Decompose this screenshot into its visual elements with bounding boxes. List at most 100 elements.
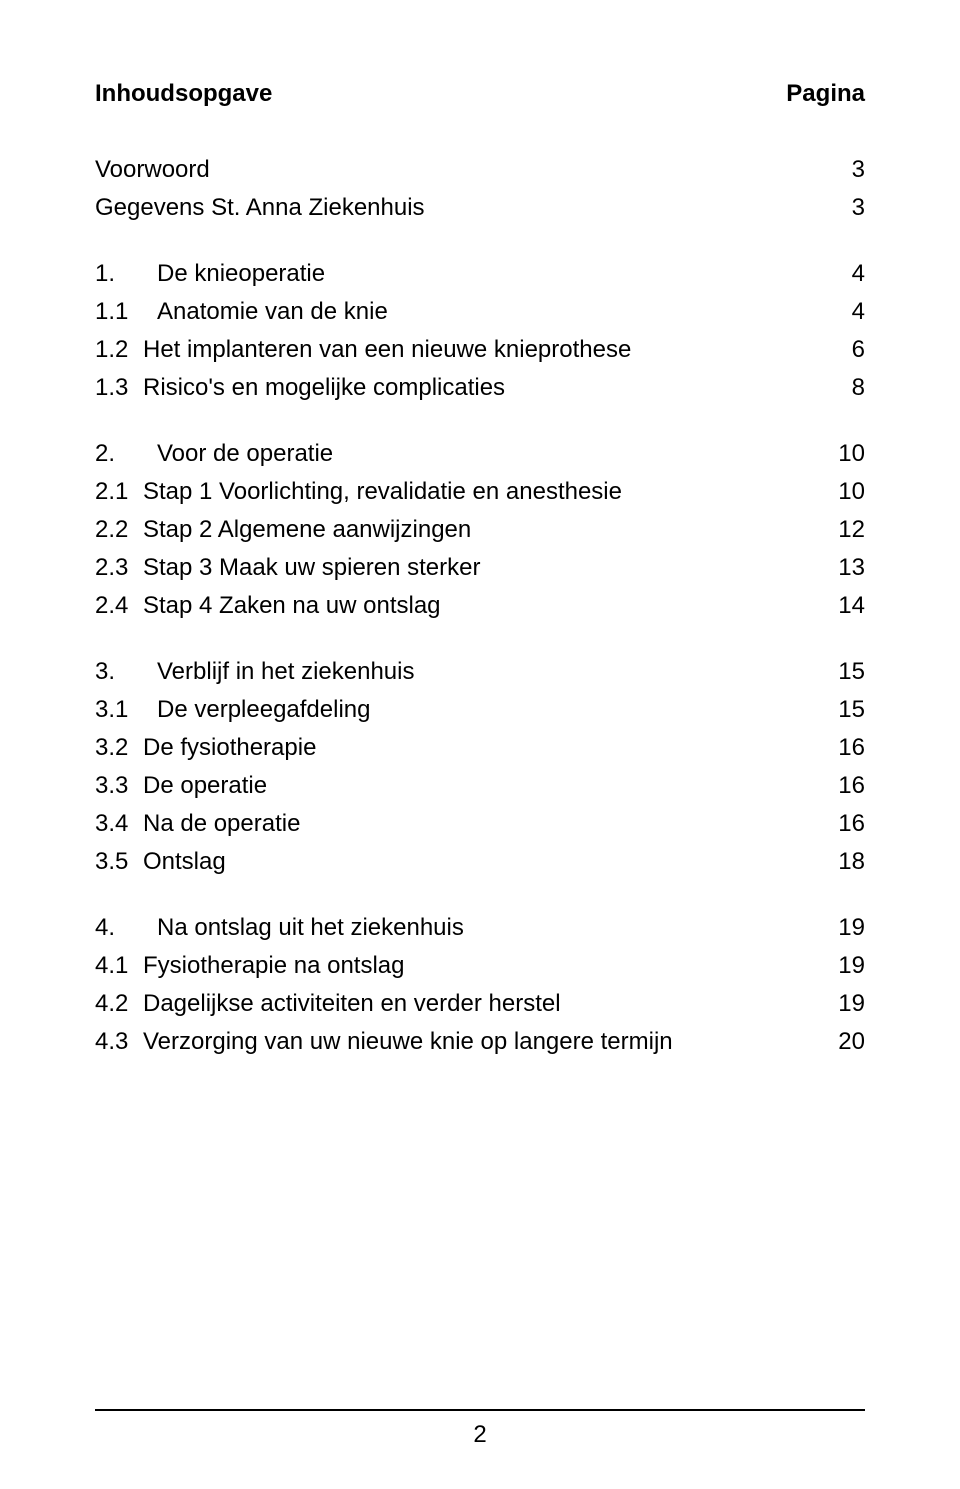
toc-item-page: 14 <box>838 592 865 620</box>
toc-item-num: 2.3 <box>95 554 143 582</box>
toc-item-num: 3.3 <box>95 772 143 800</box>
toc-item-page: 18 <box>838 848 865 876</box>
toc-item-num: 1.3 <box>95 374 143 402</box>
toc-section-row: 3.Verblijf in het ziekenhuis 15 <box>95 658 865 686</box>
toc-item-num: 3.5 <box>95 848 143 876</box>
toc-section-row: 4.Na ontslag uit het ziekenhuis 19 <box>95 914 865 942</box>
toc-item-label: 2.4Stap 4 Zaken na uw ontslag <box>95 592 441 620</box>
toc-item-text: Dagelijkse activiteiten en verder herste… <box>143 990 561 1017</box>
toc-section-text: De knieoperatie <box>157 260 325 287</box>
toc-item-num: 4.3 <box>95 1028 143 1056</box>
toc-item-num: 4.1 <box>95 952 143 980</box>
toc-item-label: 4.1Fysiotherapie na ontslag <box>95 952 405 980</box>
toc-item-row: 3.4Na de operatie 16 <box>95 810 865 838</box>
toc-section-text: Verblijf in het ziekenhuis <box>157 658 414 685</box>
toc-item-page: 16 <box>838 772 865 800</box>
toc-item-page: 19 <box>838 952 865 980</box>
toc-section-num: 4. <box>95 914 157 942</box>
toc-item-num: 3.1 <box>95 696 157 724</box>
toc-section-num: 3. <box>95 658 157 686</box>
footer-divider <box>95 1409 865 1411</box>
toc-item-page: 20 <box>838 1028 865 1056</box>
toc-item-page: 16 <box>838 810 865 838</box>
toc-section-page: 4 <box>852 260 865 288</box>
toc-item-row: 1.3Risico's en mogelijke complicaties 8 <box>95 374 865 402</box>
toc-item-row: 2.3Stap 3 Maak uw spieren sterker 13 <box>95 554 865 582</box>
toc-item-page: 8 <box>852 374 865 402</box>
toc-item-label: 2.3Stap 3 Maak uw spieren sterker <box>95 554 481 582</box>
toc-section-page: 19 <box>838 914 865 942</box>
toc-item-row: 3.1De verpleegafdeling 15 <box>95 696 865 724</box>
toc-front-label: Voorwoord <box>95 156 210 184</box>
toc-front-label: Gegevens St. Anna Ziekenhuis <box>95 194 425 222</box>
toc-item-row: 3.2De fysiotherapie 16 <box>95 734 865 762</box>
toc-page-heading: Pagina <box>786 80 865 108</box>
toc-item-text: Anatomie van de knie <box>157 298 388 325</box>
toc-item-label: 3.1De verpleegafdeling <box>95 696 370 724</box>
toc-item-label: 2.1Stap 1 Voorlichting, revalidatie en a… <box>95 478 622 506</box>
toc-item-row: 4.2Dagelijkse activiteiten en verder her… <box>95 990 865 1018</box>
toc-item-num: 2.4 <box>95 592 143 620</box>
toc-title: Inhoudsopgave <box>95 80 272 108</box>
toc-item-page: 4 <box>852 298 865 326</box>
toc-section-row: 2.Voor de operatie 10 <box>95 440 865 468</box>
toc-section-text: Voor de operatie <box>157 440 333 467</box>
toc-item-label: 4.2Dagelijkse activiteiten en verder her… <box>95 990 561 1018</box>
toc-content: Inhoudsopgave Pagina Voorwoord 3 Gegeven… <box>95 80 865 1395</box>
toc-item-label: 1.1Anatomie van de knie <box>95 298 388 326</box>
toc-item-text: De verpleegafdeling <box>157 696 370 723</box>
toc-item-text: Stap 1 Voorlichting, revalidatie en anes… <box>143 478 622 505</box>
toc-item-page: 16 <box>838 734 865 762</box>
toc-item-label: 3.3De operatie <box>95 772 267 800</box>
toc-item-text: Stap 3 Maak uw spieren sterker <box>143 554 481 581</box>
toc-section-page: 10 <box>838 440 865 468</box>
toc-item-label: 4.3Verzorging van uw nieuwe knie op lang… <box>95 1028 673 1056</box>
toc-item-row: 1.1Anatomie van de knie 4 <box>95 298 865 326</box>
toc-item-page: 13 <box>838 554 865 582</box>
toc-item-page: 6 <box>852 336 865 364</box>
toc-section-num: 2. <box>95 440 157 468</box>
toc-item-page: 15 <box>838 696 865 724</box>
toc-item-num: 3.2 <box>95 734 143 762</box>
toc-item-text: Risico's en mogelijke complicaties <box>143 374 505 401</box>
toc-front-page: 3 <box>852 156 865 184</box>
toc-front-page: 3 <box>852 194 865 222</box>
toc-item-text: De fysiotherapie <box>143 734 316 761</box>
toc-item-row: 2.2Stap 2 Algemene aanwijzingen 12 <box>95 516 865 544</box>
toc-item-label: 3.2De fysiotherapie <box>95 734 316 762</box>
toc-section-label: 3.Verblijf in het ziekenhuis <box>95 658 414 686</box>
document-page: Inhoudsopgave Pagina Voorwoord 3 Gegeven… <box>0 0 960 1489</box>
toc-item-label: 2.2Stap 2 Algemene aanwijzingen <box>95 516 471 544</box>
page-number: 2 <box>95 1421 865 1449</box>
toc-item-num: 2.1 <box>95 478 143 506</box>
toc-item-text: De operatie <box>143 772 267 799</box>
toc-item-num: 4.2 <box>95 990 143 1018</box>
toc-item-row: 2.4Stap 4 Zaken na uw ontslag 14 <box>95 592 865 620</box>
toc-section-num: 1. <box>95 260 157 288</box>
toc-item-num: 2.2 <box>95 516 143 544</box>
toc-section-page: 15 <box>838 658 865 686</box>
toc-item-label: 1.2Het implanteren van een nieuwe kniepr… <box>95 336 631 364</box>
toc-item-text: Stap 2 Algemene aanwijzingen <box>143 516 471 543</box>
toc-item-row: 3.3De operatie 16 <box>95 772 865 800</box>
toc-item-row: 2.1Stap 1 Voorlichting, revalidatie en a… <box>95 478 865 506</box>
toc-item-text: Verzorging van uw nieuwe knie op langere… <box>143 1028 673 1055</box>
toc-section-label: 1.De knieoperatie <box>95 260 325 288</box>
toc-item-num: 3.4 <box>95 810 143 838</box>
toc-item-label: 3.5Ontslag <box>95 848 226 876</box>
page-footer: 2 <box>95 1395 865 1449</box>
toc-section-text: Na ontslag uit het ziekenhuis <box>157 914 464 941</box>
toc-section-label: 4.Na ontslag uit het ziekenhuis <box>95 914 464 942</box>
toc-item-page: 19 <box>838 990 865 1018</box>
toc-section-row: 1.De knieoperatie 4 <box>95 260 865 288</box>
toc-item-label: 3.4Na de operatie <box>95 810 300 838</box>
toc-item-page: 12 <box>838 516 865 544</box>
toc-item-row: 1.2Het implanteren van een nieuwe kniepr… <box>95 336 865 364</box>
toc-item-text: Na de operatie <box>143 810 300 837</box>
toc-item-text: Ontslag <box>143 848 226 875</box>
toc-item-page: 10 <box>838 478 865 506</box>
toc-section-label: 2.Voor de operatie <box>95 440 333 468</box>
toc-header-row: Inhoudsopgave Pagina <box>95 80 865 108</box>
toc-item-row: 4.1Fysiotherapie na ontslag 19 <box>95 952 865 980</box>
toc-front-row: Voorwoord 3 <box>95 156 865 184</box>
